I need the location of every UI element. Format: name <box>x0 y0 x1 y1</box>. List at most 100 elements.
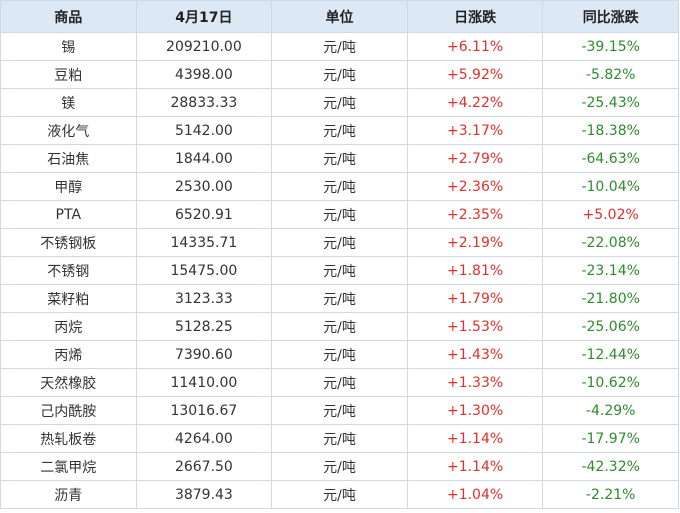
table-cell: +1.04% <box>406 480 544 509</box>
table-row: 液化气 5142.00 元/吨 +3.17% -18.38% <box>0 116 679 145</box>
table-cell: -17.97% <box>542 424 679 453</box>
table-cell: 镁 <box>0 88 137 117</box>
table-cell: 11410.00 <box>135 368 273 397</box>
table-cell: 液化气 <box>0 116 137 145</box>
table-row: 锡 209210.00 元/吨 +6.11% -39.15% <box>0 32 679 61</box>
table-cell: 沥青 <box>0 480 137 509</box>
table-row: 丙烯 7390.60 元/吨 +1.43% -12.44% <box>0 340 679 369</box>
table-cell: 天然橡胶 <box>0 368 137 397</box>
table-cell: 元/吨 <box>271 88 408 117</box>
table-cell: 元/吨 <box>271 200 408 229</box>
table-cell: 1844.00 <box>135 144 273 173</box>
table-cell: 元/吨 <box>271 368 408 397</box>
table-row: 不锈钢 15475.00 元/吨 +1.81% -23.14% <box>0 256 679 285</box>
table-row: 己内酰胺 13016.67 元/吨 +1.30% -4.29% <box>0 396 679 425</box>
table-cell: +4.22% <box>406 88 544 117</box>
table-cell: -21.80% <box>542 284 679 313</box>
table-cell: +2.36% <box>406 172 544 201</box>
table-row: PTA 6520.91 元/吨 +2.35% +5.02% <box>0 200 679 229</box>
table-row: 二氯甲烷 2667.50 元/吨 +1.14% -42.32% <box>0 452 679 481</box>
table-cell: -12.44% <box>542 340 679 369</box>
table-cell: 6520.91 <box>135 200 273 229</box>
table-cell: 209210.00 <box>135 32 273 61</box>
table-cell: +3.17% <box>406 116 544 145</box>
table-cell: 元/吨 <box>271 172 408 201</box>
table-row: 镁 28833.33 元/吨 +4.22% -25.43% <box>0 88 679 117</box>
table-cell: 元/吨 <box>271 340 408 369</box>
table-cell: -5.82% <box>542 60 679 89</box>
table-cell: -18.38% <box>542 116 679 145</box>
table-cell: 4264.00 <box>135 424 273 453</box>
table-row: 甲醇 2530.00 元/吨 +2.36% -10.04% <box>0 172 679 201</box>
table-cell: +1.79% <box>406 284 544 313</box>
table-cell: +2.35% <box>406 200 544 229</box>
table-cell: PTA <box>0 200 137 229</box>
table-cell: 菜籽粕 <box>0 284 137 313</box>
table-cell: 元/吨 <box>271 312 408 341</box>
table-cell: +1.30% <box>406 396 544 425</box>
table-cell: 14335.71 <box>135 228 273 257</box>
table-row: 丙烷 5128.25 元/吨 +1.53% -25.06% <box>0 312 679 341</box>
table-cell: 元/吨 <box>271 396 408 425</box>
table-cell: +6.11% <box>406 32 544 61</box>
table-cell: 石油焦 <box>0 144 137 173</box>
table-cell: -42.32% <box>542 452 679 481</box>
table-body: 锡 209210.00 元/吨 +6.11% -39.15% 豆粕 4398.00 元/吨 +5… <box>0 32 679 509</box>
table-cell: 3123.33 <box>135 284 273 313</box>
table-row: 石油焦 1844.00 元/吨 +2.79% -64.63% <box>0 144 679 173</box>
header-cell: 同比涨跌 <box>542 0 679 33</box>
table-cell: -2.21% <box>542 480 679 509</box>
table-cell: 元/吨 <box>271 144 408 173</box>
table-cell: 2667.50 <box>135 452 273 481</box>
table-cell: 二氯甲烷 <box>0 452 137 481</box>
header-cell: 日涨跌 <box>406 0 544 33</box>
table-cell: -64.63% <box>542 144 679 173</box>
table-cell: -23.14% <box>542 256 679 285</box>
table-cell: 4398.00 <box>135 60 273 89</box>
table-cell: -4.29% <box>542 396 679 425</box>
table-cell: 豆粕 <box>0 60 137 89</box>
table-cell: +1.43% <box>406 340 544 369</box>
table-cell: -39.15% <box>542 32 679 61</box>
header-cell: 商品 <box>0 0 137 33</box>
table-cell: -22.08% <box>542 228 679 257</box>
table-cell: 不锈钢板 <box>0 228 137 257</box>
table-cell: 元/吨 <box>271 116 408 145</box>
table-cell: 元/吨 <box>271 228 408 257</box>
table-cell: +1.14% <box>406 452 544 481</box>
table-cell: 元/吨 <box>271 424 408 453</box>
table-cell: +2.79% <box>406 144 544 173</box>
table-row: 天然橡胶 11410.00 元/吨 +1.33% -10.62% <box>0 368 679 397</box>
table-cell: +5.92% <box>406 60 544 89</box>
table-cell: 丙烯 <box>0 340 137 369</box>
table-cell: 2530.00 <box>135 172 273 201</box>
table-cell: +1.14% <box>406 424 544 453</box>
header-row: 商品 4月17日 单位 日涨跌 同比涨跌 <box>0 0 679 33</box>
table-cell: 热轧板卷 <box>0 424 137 453</box>
table-cell: +2.19% <box>406 228 544 257</box>
table-row: 沥青 3879.43 元/吨 +1.04% -2.21% <box>0 480 679 509</box>
table-cell: 28833.33 <box>135 88 273 117</box>
table-cell: +5.02% <box>542 200 679 229</box>
table-cell: 5142.00 <box>135 116 273 145</box>
table-cell: 元/吨 <box>271 284 408 313</box>
table-cell: 5128.25 <box>135 312 273 341</box>
table-row: 豆粕 4398.00 元/吨 +5.92% -5.82% <box>0 60 679 89</box>
table-row: 不锈钢板 14335.71 元/吨 +2.19% -22.08% <box>0 228 679 257</box>
table-cell: 不锈钢 <box>0 256 137 285</box>
table-cell: +1.33% <box>406 368 544 397</box>
table-cell: 甲醇 <box>0 172 137 201</box>
header-cell: 单位 <box>271 0 408 33</box>
table-cell: 元/吨 <box>271 480 408 509</box>
table-cell: 己内酰胺 <box>0 396 137 425</box>
table-cell: 锡 <box>0 32 137 61</box>
table-cell: 7390.60 <box>135 340 273 369</box>
table-cell: -25.06% <box>542 312 679 341</box>
table-cell: 元/吨 <box>271 32 408 61</box>
table-cell: 元/吨 <box>271 452 408 481</box>
table-cell: 13016.67 <box>135 396 273 425</box>
table-cell: 丙烷 <box>0 312 137 341</box>
header-cell: 4月17日 <box>135 0 273 33</box>
